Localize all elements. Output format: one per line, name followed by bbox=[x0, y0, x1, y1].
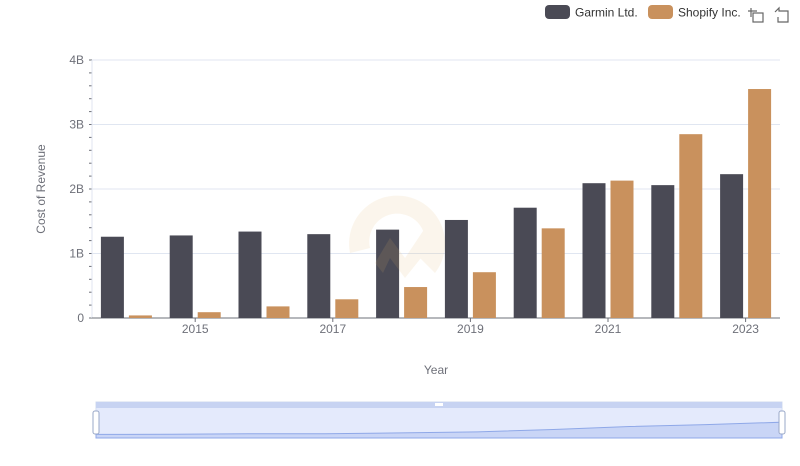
bar-garmin-ltd-2021[interactable] bbox=[582, 183, 606, 318]
data-zoom-move-handle[interactable] bbox=[435, 403, 443, 406]
y-tick-label: 2B bbox=[69, 182, 84, 196]
bar-shopify-inc-2018[interactable] bbox=[404, 287, 428, 318]
bar-shopify-inc-2020[interactable] bbox=[541, 228, 565, 318]
x-tick-label: 2023 bbox=[732, 322, 759, 336]
watermark-logo bbox=[349, 195, 446, 278]
bar-garmin-ltd-2019[interactable] bbox=[444, 219, 468, 318]
x-tick-label: 2021 bbox=[595, 322, 622, 336]
x-tick-label: 2017 bbox=[319, 322, 346, 336]
x-tick-label: 2015 bbox=[182, 322, 209, 336]
y-tick-label: 0 bbox=[77, 311, 84, 325]
bar-garmin-ltd-2016[interactable] bbox=[238, 231, 262, 318]
data-zoom-handle-right[interactable] bbox=[778, 410, 786, 435]
legend-label: Garmin Ltd. bbox=[575, 6, 638, 20]
bar-shopify-inc-2022[interactable] bbox=[679, 134, 703, 318]
x-axis-title: Year bbox=[424, 363, 448, 377]
legend-label: Shopify Inc. bbox=[678, 6, 741, 20]
bar-shopify-inc-2014[interactable] bbox=[128, 315, 152, 318]
bar-shopify-inc-2016[interactable] bbox=[266, 306, 290, 318]
bar-shopify-inc-2021[interactable] bbox=[610, 180, 634, 318]
bar-garmin-ltd-2018[interactable] bbox=[376, 229, 400, 318]
legend: Garmin Ltd. Shopify Inc. bbox=[545, 5, 741, 20]
tick-labels: 0 1B 2B 3B 4B 2015 2017 2019 2021 2023 bbox=[69, 53, 759, 336]
legend-swatch bbox=[648, 5, 673, 19]
bar-shopify-inc-2019[interactable] bbox=[472, 272, 496, 318]
restore-icon[interactable] bbox=[774, 6, 790, 23]
bar-garmin-ltd-2020[interactable] bbox=[513, 207, 537, 318]
bar-shopify-inc-2015[interactable] bbox=[197, 312, 221, 318]
bar-garmin-ltd-2017[interactable] bbox=[307, 234, 331, 318]
bar-garmin-ltd-2023[interactable] bbox=[720, 174, 744, 318]
bar-garmin-ltd-2014[interactable] bbox=[100, 236, 124, 318]
bar-shopify-inc-2023[interactable] bbox=[748, 89, 772, 319]
legend-swatch bbox=[545, 5, 570, 19]
bar-garmin-ltd-2022[interactable] bbox=[651, 185, 675, 318]
legend-item-shopify-inc[interactable]: Shopify Inc. bbox=[648, 5, 741, 20]
zoom-icon[interactable] bbox=[748, 7, 764, 23]
x-tick-label: 2019 bbox=[457, 322, 484, 336]
y-axis-title: Cost of Revenue bbox=[34, 144, 48, 234]
y-tick-label: 3B bbox=[69, 118, 84, 132]
legend-item-garmin-ltd[interactable]: Garmin Ltd. bbox=[545, 5, 638, 20]
y-tick-label: 1B bbox=[69, 247, 84, 261]
data-zoom-handle-left[interactable] bbox=[92, 410, 100, 435]
data-zoom-slider[interactable] bbox=[92, 401, 786, 439]
bar-shopify-inc-2017[interactable] bbox=[335, 299, 359, 318]
bars bbox=[100, 89, 772, 319]
bar-garmin-ltd-2015[interactable] bbox=[169, 235, 193, 318]
y-tick-label: 4B bbox=[69, 53, 84, 67]
